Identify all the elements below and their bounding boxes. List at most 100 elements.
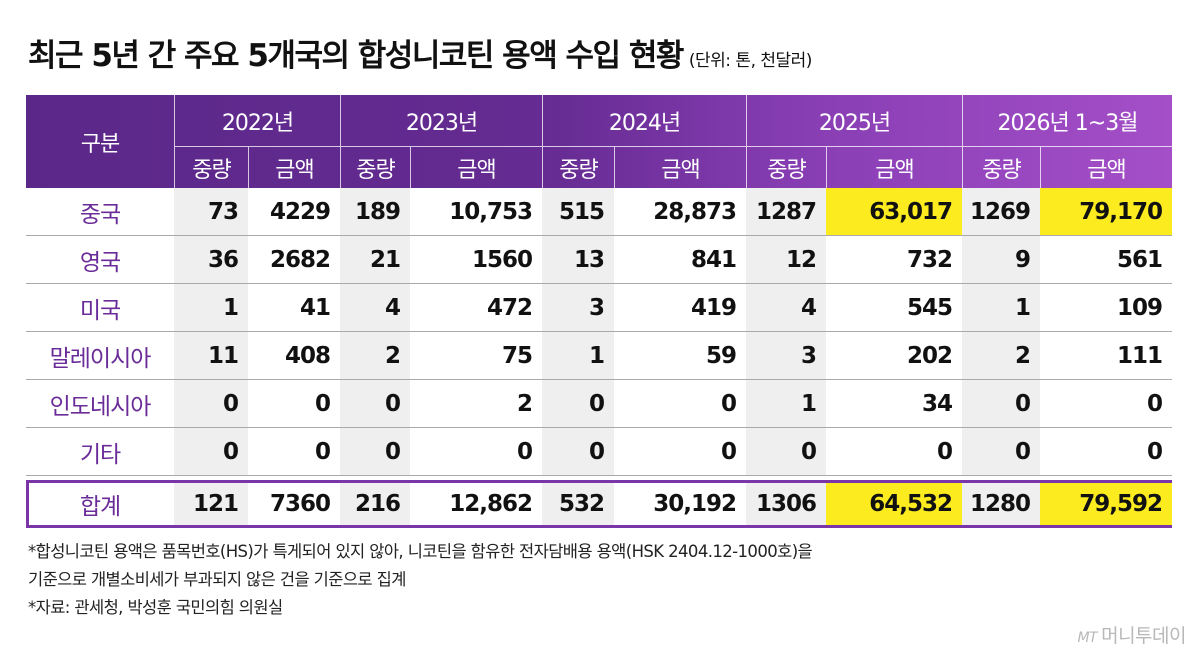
weight-cell: 0 xyxy=(542,380,614,427)
row-label: 영국 xyxy=(79,249,121,276)
import-table: 구분 2022년 중량 금액 2023년 중량 금액 2024년 중량 금액 2025년 중량 금액 20… xyxy=(26,95,1172,528)
total-row: 합계 121 7360 216 12,862 532 30,192 1306 64,532 128… xyxy=(26,480,1172,528)
amount-cell: 2 xyxy=(516,390,533,417)
amount-cell: 111 xyxy=(1116,342,1163,369)
footnote: *합성니코틴 용액은 품목번호(HS)가 특게되어 있지 않아, 니코틴을 함유… xyxy=(28,542,813,561)
weight-cell: 9 xyxy=(962,236,1040,283)
table-row: 중국 73 4229 189 10,753 515 28,873 1287 63,017 1269… xyxy=(26,188,1172,236)
weight-cell: 1269 xyxy=(962,188,1040,235)
row-label: 인도네시아 xyxy=(49,393,152,420)
page-title: 최근 5년 간 주요 5개국의 합성니코틴 용액 수입 현황 (단위: 톤, 천달… xyxy=(28,30,812,75)
weight-cell: 1 xyxy=(746,380,826,427)
unit-label: (단위: 톤, 천달러) xyxy=(688,51,813,71)
amount-cell: 0 xyxy=(720,438,737,465)
header-amount: 금액 xyxy=(248,146,340,188)
header-amount: 금액 xyxy=(826,146,962,188)
weight-cell: 2 xyxy=(962,332,1040,379)
weight-cell: 0 xyxy=(746,428,826,475)
weight-cell: 0 xyxy=(174,428,248,475)
footnote: 기준으로 개별소비세가 부과되지 않은 건을 기준으로 집계 xyxy=(28,570,406,589)
header-year: 2025년 xyxy=(746,95,962,146)
row-label: 말레이시아 xyxy=(49,345,152,372)
amount-cell: 0 xyxy=(1146,438,1163,465)
table-body: 중국 73 4229 189 10,753 515 28,873 1287 63,017 1269… xyxy=(26,188,1172,528)
row-label: 합계 xyxy=(79,494,121,520)
header-weight: 중량 xyxy=(340,146,410,188)
weight-cell: 13 xyxy=(542,236,614,283)
table-row: 영국 36 2682 21 1560 13 841 12 732 9 561 xyxy=(26,236,1172,284)
table-row: 말레이시아 11 408 2 75 1 59 3 202 2 111 xyxy=(26,332,1172,380)
header-category: 구분 xyxy=(80,131,120,157)
amount-cell: 202 xyxy=(906,342,953,369)
weight-cell: 515 xyxy=(542,188,614,235)
header-weight: 중량 xyxy=(174,146,248,188)
amount-cell: 0 xyxy=(936,438,953,465)
weight-cell: 0 xyxy=(962,380,1040,427)
header-year: 2026년 1~3월 xyxy=(962,95,1172,146)
amount-cell: 0 xyxy=(314,438,331,465)
weight-cell: 0 xyxy=(340,428,410,475)
amount-cell: 34 xyxy=(921,390,953,417)
weight-cell: 21 xyxy=(340,236,410,283)
weight-cell: 189 xyxy=(340,188,410,235)
weight-cell: 3 xyxy=(746,332,826,379)
amount-cell: 64,532 xyxy=(826,483,962,525)
header-amount: 금액 xyxy=(1040,146,1172,188)
amount-cell: 1560 xyxy=(471,246,533,273)
amount-cell: 28,873 xyxy=(653,198,737,225)
amount-cell: 79,170 xyxy=(1040,188,1172,235)
amount-cell: 0 xyxy=(314,390,331,417)
weight-cell: 2 xyxy=(340,332,410,379)
weight-cell: 3 xyxy=(542,284,614,331)
weight-cell: 121 xyxy=(174,483,248,525)
header-year: 2022년 xyxy=(174,95,340,146)
amount-cell: 30,192 xyxy=(653,491,737,517)
weight-cell: 4 xyxy=(746,284,826,331)
logo-mark: MT xyxy=(1077,630,1098,646)
footnotes: *합성니코틴 용액은 품목번호(HS)가 특게되어 있지 않아, 니코틴을 함유… xyxy=(28,538,813,622)
table-header: 구분 2022년 중량 금액 2023년 중량 금액 2024년 중량 금액 2025년 중량 금액 20… xyxy=(26,95,1172,188)
table-row: 미국 1 41 4 472 3 419 4 545 1 109 xyxy=(26,284,1172,332)
amount-cell: 0 xyxy=(516,438,533,465)
weight-cell: 1287 xyxy=(746,188,826,235)
weight-cell: 0 xyxy=(340,380,410,427)
weight-cell: 73 xyxy=(174,188,248,235)
amount-cell: 0 xyxy=(720,390,737,417)
weight-cell: 0 xyxy=(542,428,614,475)
amount-cell: 75 xyxy=(501,342,533,369)
amount-cell: 472 xyxy=(486,294,533,321)
source-note: *자료: 관세청, 박성훈 국민의힘 의원실 xyxy=(28,598,283,617)
amount-cell: 4229 xyxy=(269,198,331,225)
amount-cell: 79,592 xyxy=(1040,483,1172,525)
logo-text: 머니투데이 xyxy=(1101,625,1186,647)
weight-cell: 532 xyxy=(542,483,614,525)
table-row: 기타 0 0 0 0 0 0 0 0 0 0 xyxy=(26,428,1172,476)
amount-cell: 419 xyxy=(690,294,737,321)
amount-cell: 408 xyxy=(284,342,331,369)
weight-cell: 1306 xyxy=(746,483,826,525)
amount-cell: 732 xyxy=(906,246,953,273)
weight-cell: 216 xyxy=(340,483,410,525)
row-label: 중국 xyxy=(79,201,121,228)
amount-cell: 561 xyxy=(1116,246,1163,273)
header-year: 2024년 xyxy=(542,95,746,146)
header-weight: 중량 xyxy=(542,146,614,188)
row-label: 기타 xyxy=(79,441,121,468)
weight-cell: 1 xyxy=(962,284,1040,331)
header-weight: 중량 xyxy=(962,146,1040,188)
amount-cell: 7360 xyxy=(269,491,331,517)
table-row: 인도네시아 0 0 0 2 0 0 1 34 0 0 xyxy=(26,380,1172,428)
title-text: 최근 5년 간 주요 5개국의 합성니코틴 용액 수입 현황 xyxy=(28,38,684,74)
weight-cell: 12 xyxy=(746,236,826,283)
weight-cell: 36 xyxy=(174,236,248,283)
weight-cell: 11 xyxy=(174,332,248,379)
row-label: 미국 xyxy=(79,297,121,324)
amount-cell: 109 xyxy=(1116,294,1163,321)
weight-cell: 4 xyxy=(340,284,410,331)
header-weight: 중량 xyxy=(746,146,826,188)
weight-cell: 1 xyxy=(542,332,614,379)
amount-cell: 59 xyxy=(705,342,737,369)
amount-cell: 2682 xyxy=(269,246,331,273)
publisher-logo: MT 머니투데이 xyxy=(1077,621,1186,648)
weight-cell: 1280 xyxy=(962,483,1040,525)
